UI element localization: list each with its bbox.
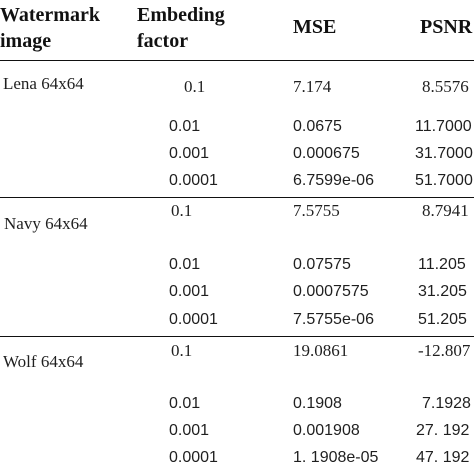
table-row-factor: 0.1 [184,77,206,96]
header-watermark-line2: image [0,30,52,52]
table-row-mse: 19.0861 [293,341,349,360]
table-row-psnr: 51.205 [418,311,467,328]
watermark-image-navy: Navy 64x64 [4,214,88,233]
table-row-mse: 1. 1908e-05 [293,449,379,466]
header-factor-line1: Embeding [137,4,225,26]
header-rule [0,60,474,61]
header-watermark-image: Watermark image [0,2,100,54]
table-row-factor: 0.01 [169,395,201,412]
watermark-image-lena: Lena 64x64 [3,74,84,93]
table-row-factor: 0.001 [169,145,210,162]
table-row-psnr: 47. 192 [416,449,470,466]
table-row-mse: 7.5755e-06 [293,311,374,328]
table-row-psnr: 31.205 [418,283,467,300]
header-watermark-line1: Watermark [0,4,100,26]
table-row-mse: 0.1908 [293,395,342,412]
table-row-factor: 0.001 [169,422,210,439]
table-row-mse: 0.07575 [293,256,351,273]
table-row-mse: 0.001908 [293,422,360,439]
table-row-psnr: -12.807 [418,341,471,360]
table-row-factor: 0.0001 [169,172,218,189]
table-row-psnr: 8.5576 [422,77,469,96]
table-row-mse: 0.0675 [293,118,342,135]
table-row-psnr: 8.7941 [422,201,469,220]
table-row-factor: 0.1 [171,341,193,360]
table-row-factor: 0.0001 [169,311,218,328]
table-row-psnr: 27. 192 [416,422,470,439]
table-row-mse: 0.0007575 [293,283,369,300]
header-embedding-factor: Embeding factor [137,2,225,54]
table-row-psnr: 31.7000 [415,145,473,162]
group-rule [0,336,474,337]
table-row-psnr: 51.7000 [415,172,473,189]
table-row-mse: 7.174 [293,77,332,96]
header-factor-line2: factor [137,30,189,52]
table-row-mse: 6.7599e-06 [293,172,374,189]
table-row-factor: 0.1 [171,201,193,220]
table-row-mse: 0.000675 [293,145,360,162]
table-row-psnr: 11.205 [418,256,466,273]
group-rule [0,197,474,198]
table-row-factor: 0.0001 [169,449,218,466]
header-psnr: PSNR [420,16,473,38]
watermark-image-wolf: Wolf 64x64 [3,352,84,371]
table-row-psnr: 7.1928 [422,395,471,412]
header-mse: MSE [293,16,337,38]
table-row-factor: 0.001 [169,283,210,300]
table-row-factor: 0.01 [169,118,201,135]
table-row-mse: 7.5755 [293,201,340,220]
table-row-factor: 0.01 [169,256,201,273]
table-row-psnr: 11.7000 [415,118,472,135]
